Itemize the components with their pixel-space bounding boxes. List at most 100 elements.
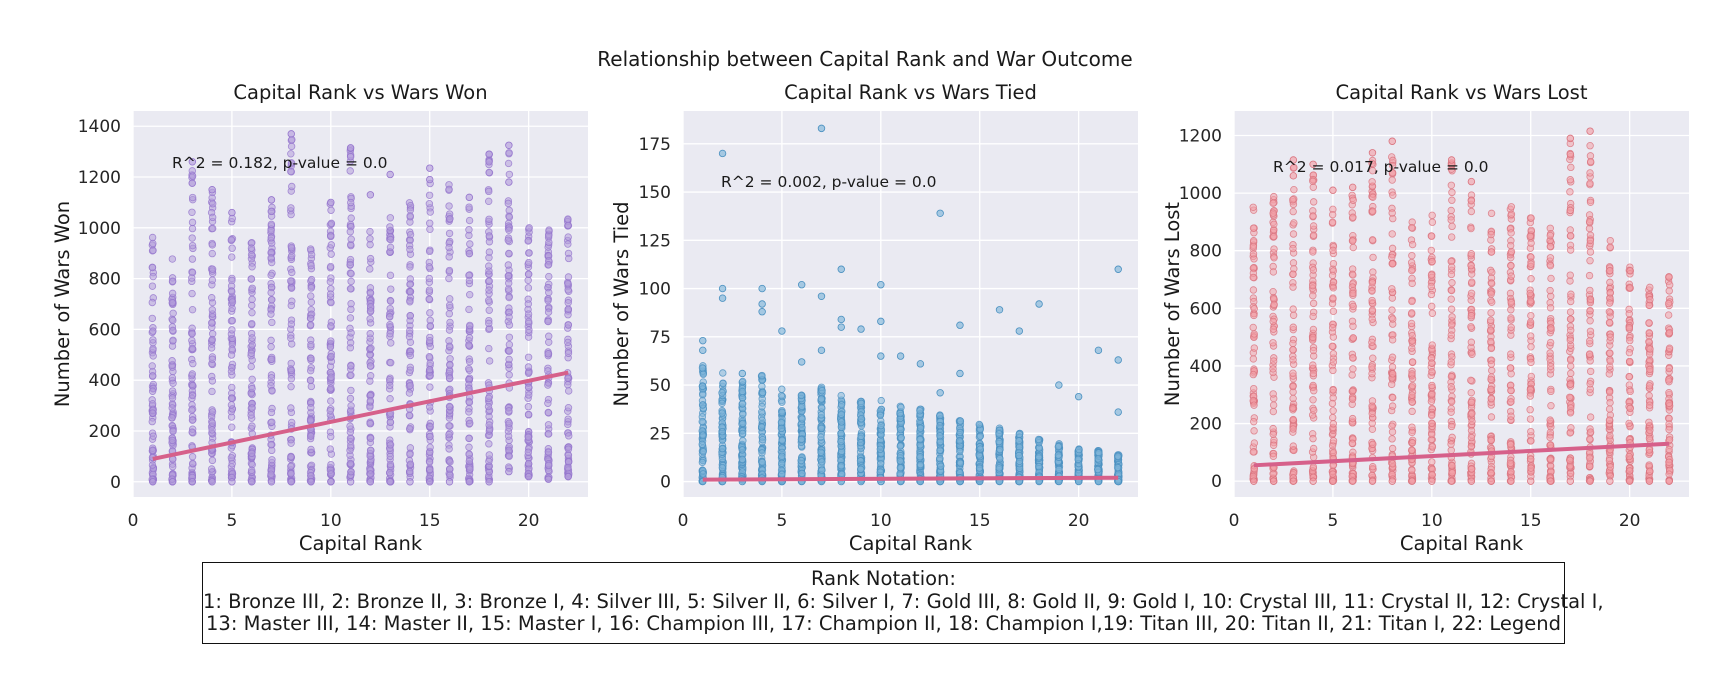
scatter-point [1289,345,1297,354]
scatter-point [1329,477,1337,485]
scatter-point [188,391,197,400]
scatter-point [524,310,533,318]
scatter-point [327,322,335,330]
scatter-point [996,445,1004,454]
scatter-point [287,243,296,252]
scatter-point [1428,257,1436,266]
scatter-point [1250,401,1258,409]
scatter-point [1566,356,1575,364]
scatter-point [406,478,414,486]
scatter-point [248,301,256,310]
scatter-point [1447,233,1456,241]
scatter-point [168,404,176,412]
scatter-point [169,316,177,325]
scatter-point [896,352,905,360]
scatter-point [1388,444,1397,453]
scatter-point [1094,465,1102,474]
scatter-point [1408,358,1417,366]
scatter-point [1249,286,1258,294]
scatter-point [564,387,573,395]
scatter-point [466,240,474,248]
scatter-point [877,396,885,405]
scatter-point [1586,248,1595,256]
scatter-point [426,208,434,216]
scatter-point [346,167,354,175]
scatter-point [1447,181,1456,189]
scatter-point [1348,439,1357,447]
scatter-point [1606,357,1614,365]
scatter-point [1329,470,1337,478]
scatter-point [1566,380,1575,388]
scatter-point [386,381,394,390]
scatter-point [916,453,924,461]
y-tick-label: 800 [1190,242,1222,262]
scatter-point [1586,141,1594,150]
scatter-point [1289,323,1297,331]
scatter-point [1605,318,1614,327]
scatter-point [168,478,177,486]
scatter-point [1408,309,1416,317]
scatter-point [347,386,355,395]
scatter-point [1527,226,1535,235]
scatter-point [897,425,905,434]
scatter-point [1467,398,1476,406]
scatter-point [465,290,474,299]
scatter-point [446,471,454,479]
scatter-point [1309,291,1317,300]
scatter-point [777,424,786,433]
scatter-point [426,225,434,233]
scatter-point [1585,454,1594,462]
scatter-point [287,382,295,391]
scatter-point [347,362,355,370]
scatter-point [1388,459,1397,468]
scatter-point [347,269,355,278]
y-tick-label: 0 [1211,472,1222,492]
scatter-point [1250,417,1258,426]
scatter-point [1506,459,1515,467]
scatter-point [1349,271,1357,279]
scatter-point [168,289,177,298]
scatter-point [699,448,707,456]
scatter-point [1586,286,1594,295]
scatter-point [976,432,985,440]
scatter-point [1249,323,1257,332]
scatter-point [268,387,276,395]
scatter-point [995,464,1003,472]
scatter-point [465,226,473,234]
scatter-point [505,467,513,476]
scatter-point [1585,350,1594,358]
scatter-point [327,397,335,405]
scatter-point [1468,278,1476,286]
scatter-point [1526,392,1534,400]
scatter-point [208,294,216,302]
scatter-point [1547,387,1555,396]
scatter-point [1447,295,1455,303]
scatter-point [505,149,513,157]
scatter-point [1349,289,1357,298]
scatter-point [1527,343,1535,351]
scatter-point [505,340,514,349]
scatter-point [1114,356,1122,364]
scatter-point [346,260,354,269]
scatter-point [207,344,216,352]
scatter-point [1389,191,1397,199]
scatter-point [326,407,334,415]
y-tick-label: 150 [639,183,671,203]
scatter-point [1368,369,1376,378]
scatter-point [208,387,216,396]
scatter-point [1467,388,1475,397]
scatter-point [1507,386,1515,395]
scatter-point [149,432,157,440]
scatter-point [975,464,984,472]
scatter-point [699,336,707,345]
scatter-point [188,241,197,250]
scatter-point [188,208,196,216]
scatter-point [1329,413,1337,422]
scatter-point [287,334,295,342]
scatter-point [1388,230,1396,238]
scatter-point [1387,380,1396,389]
scatter-point [1467,250,1476,258]
scatter-point [505,178,513,186]
scatter-point [406,218,414,226]
